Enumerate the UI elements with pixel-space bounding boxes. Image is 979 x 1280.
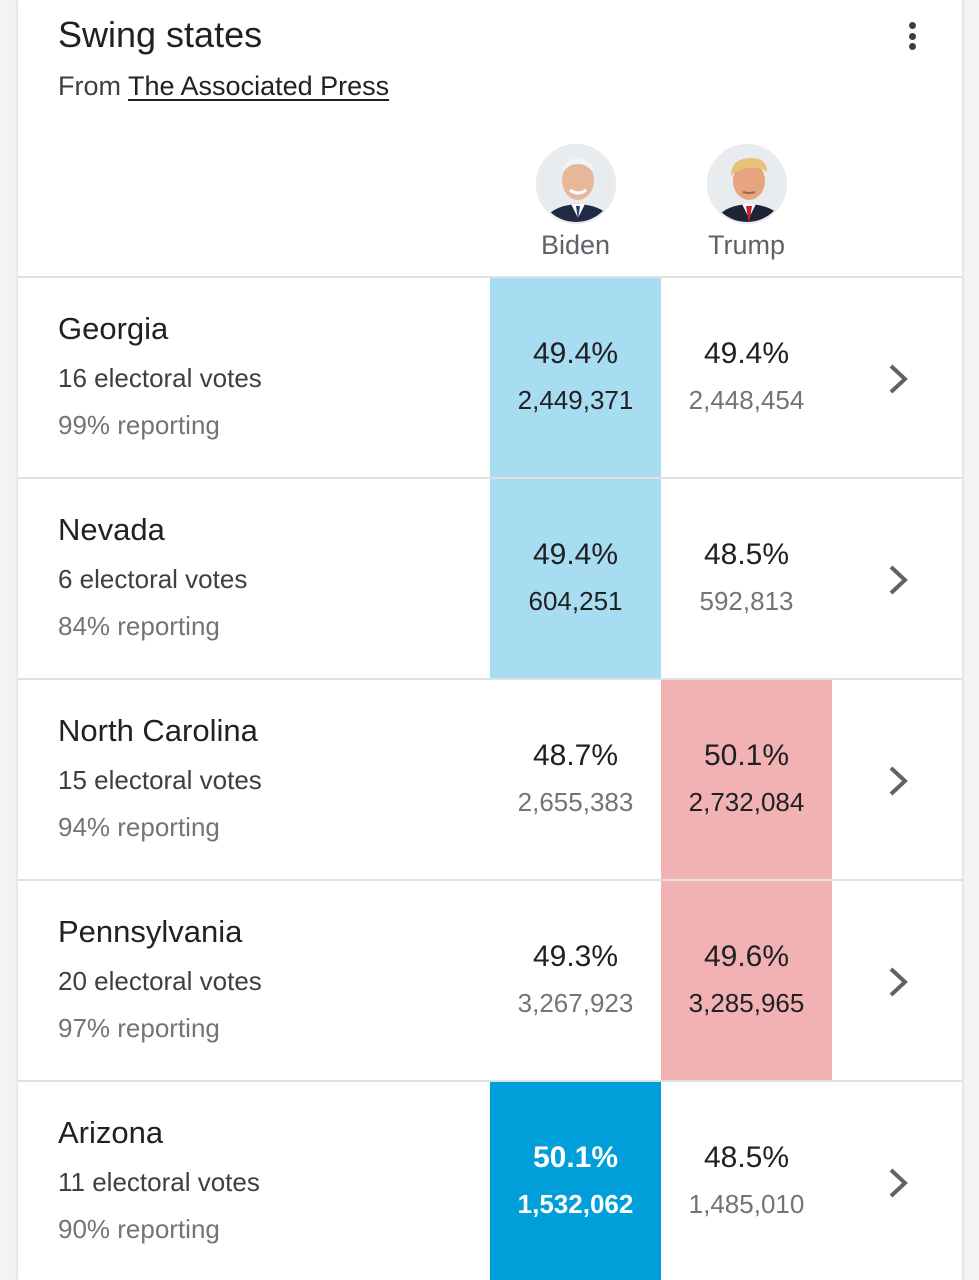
electoral-votes: 6 electoral votes xyxy=(58,564,248,594)
biden-result: 48.7% 2,655,383 xyxy=(490,680,661,879)
chevron-right-icon[interactable] xyxy=(884,362,912,396)
trump-result: 49.4% 2,448,454 xyxy=(661,278,832,477)
state-name: Nevada xyxy=(58,512,165,547)
state-row-pennsylvania[interactable]: Pennsylvania 20 electoral votes 97% repo… xyxy=(18,879,962,1080)
chevron-right-icon[interactable] xyxy=(884,764,912,798)
vote-count: 2,655,383 xyxy=(517,787,634,817)
avatar xyxy=(535,144,616,224)
electoral-votes: 15 electoral votes xyxy=(58,765,262,795)
vote-percent: 48.7% xyxy=(532,739,619,772)
card-title: Swing states xyxy=(58,14,263,55)
vote-count: 3,267,923 xyxy=(517,988,634,1018)
state-list: Georgia 16 electoral votes 99% reporting… xyxy=(18,276,962,1280)
vote-percent: 48.5% xyxy=(703,1141,790,1174)
vote-count: 2,449,371 xyxy=(517,385,634,415)
vote-percent: 49.3% xyxy=(532,940,619,973)
vote-percent: 49.6% xyxy=(703,940,790,973)
biden-result: 50.1% 1,532,062 xyxy=(490,1082,661,1280)
electoral-votes: 11 electoral votes xyxy=(58,1167,260,1197)
state-name: Pennsylvania xyxy=(58,914,243,949)
reporting-status: 94% reporting xyxy=(58,812,220,842)
state-row-arizona[interactable]: Arizona 11 electoral votes 90% reporting… xyxy=(18,1080,962,1280)
biden-result: 49.4% 2,449,371 xyxy=(490,278,661,477)
chevron-right-icon[interactable] xyxy=(884,1166,912,1200)
chevron-right-icon[interactable] xyxy=(884,965,912,999)
vote-count: 1,485,010 xyxy=(688,1189,805,1219)
vote-count: 3,285,965 xyxy=(688,988,805,1018)
state-name: Georgia xyxy=(58,311,169,346)
biden-avatar-icon xyxy=(537,146,614,222)
trump-avatar-icon xyxy=(708,146,785,222)
vote-count: 2,448,454 xyxy=(688,385,805,415)
state-row-nevada[interactable]: Nevada 6 electoral votes 84% reporting 4… xyxy=(18,477,962,678)
trump-result: 48.5% 592,813 xyxy=(661,479,832,678)
vote-count: 592,813 xyxy=(699,586,794,616)
vote-percent: 49.4% xyxy=(703,337,790,370)
more-vert-icon[interactable] xyxy=(902,20,922,52)
biden-result: 49.3% 3,267,923 xyxy=(490,881,661,1080)
state-name: Arizona xyxy=(58,1115,164,1150)
state-name: North Carolina xyxy=(58,713,258,748)
reporting-status: 84% reporting xyxy=(58,611,220,641)
vote-count: 2,732,084 xyxy=(688,787,805,817)
vote-percent: 50.1% xyxy=(703,739,790,772)
trump-result: 49.6% 3,285,965 xyxy=(661,881,832,1080)
avatar xyxy=(706,144,787,224)
vote-percent: 50.1% xyxy=(532,1141,619,1174)
state-row-north-carolina[interactable]: North Carolina 15 electoral votes 94% re… xyxy=(18,678,962,879)
reporting-status: 97% reporting xyxy=(58,1013,220,1043)
source-prefix: From xyxy=(58,71,121,101)
reporting-status: 90% reporting xyxy=(58,1214,220,1244)
source-link[interactable]: The Associated Press xyxy=(128,71,390,101)
vote-count: 604,251 xyxy=(528,586,623,616)
candidate-name: Biden xyxy=(540,230,611,260)
chevron-right-icon[interactable] xyxy=(884,563,912,597)
electoral-votes: 20 electoral votes xyxy=(58,966,262,996)
trump-result: 48.5% 1,485,010 xyxy=(661,1082,832,1280)
source-line: From The Associated Press xyxy=(58,71,389,102)
vote-percent: 49.4% xyxy=(532,337,619,370)
swing-states-card: Swing states From The Associated Press B… xyxy=(18,0,962,1280)
trump-result: 50.1% 2,732,084 xyxy=(661,680,832,879)
candidate-name: Trump xyxy=(707,230,785,260)
biden-result: 49.4% 604,251 xyxy=(490,479,661,678)
vote-percent: 48.5% xyxy=(703,538,790,571)
electoral-votes: 16 electoral votes xyxy=(58,363,262,393)
state-row-georgia[interactable]: Georgia 16 electoral votes 99% reporting… xyxy=(18,276,962,477)
candidate-trump: Trump xyxy=(661,144,832,261)
vote-count: 1,532,062 xyxy=(517,1189,634,1219)
vote-percent: 49.4% xyxy=(532,538,619,571)
reporting-status: 99% reporting xyxy=(58,410,220,440)
candidate-biden: Biden xyxy=(490,144,661,261)
